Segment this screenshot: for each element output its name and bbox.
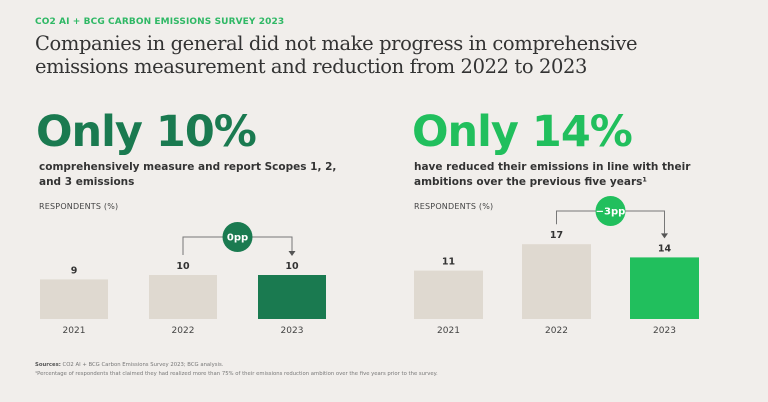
footnote: ¹Percentage of respondents that claimed … (35, 371, 438, 377)
bar-2023 (258, 275, 326, 319)
page-title: Companies in general did not make progre… (35, 32, 638, 78)
bar-2021 (40, 279, 108, 319)
value-label-2021: 11 (442, 257, 455, 268)
left-headline: Only 10% (36, 107, 257, 157)
sources-label: Sources: (35, 362, 61, 368)
value-label-2022: 10 (176, 261, 190, 272)
category-label-2022: 2022 (545, 326, 568, 336)
sources-text: CO2 AI + BCG Carbon Emissions Survey 202… (62, 362, 224, 368)
category-label-2022: 2022 (172, 326, 195, 336)
value-label-2021: 9 (71, 265, 78, 276)
category-label-2021: 2021 (437, 326, 460, 336)
right-axis-label: RESPONDENTS (%) (414, 202, 494, 211)
bar-2022 (149, 275, 217, 319)
value-label-2022: 17 (550, 230, 563, 241)
sources-note: Sources: CO2 AI + BCG Carbon Emissions S… (35, 361, 438, 379)
bar-2021 (414, 270, 483, 319)
category-label-2023: 2023 (281, 326, 304, 336)
right-headline: Only 14% (412, 107, 633, 157)
change-badge (222, 222, 253, 252)
left-description: comprehensively measure and report Scope… (39, 161, 337, 188)
value-label-2023: 14 (658, 243, 672, 254)
change-badge-label: −3pp (596, 207, 626, 218)
arrow-down-icon (288, 251, 296, 256)
bar-2022 (522, 244, 591, 319)
category-label-2021: 2021 (63, 326, 86, 336)
left-axis-label: RESPONDENTS (%) (39, 202, 119, 211)
category-label-2023: 2023 (653, 326, 676, 336)
value-label-2023: 10 (285, 261, 299, 272)
arrow-down-icon (661, 233, 668, 239)
survey-kicker: CO2 AI + BCG CARBON EMISSIONS SURVEY 202… (35, 17, 285, 27)
right-description: have reduced their emissions in line wit… (414, 161, 691, 188)
change-badge-label: 0pp (227, 233, 248, 244)
change-badge (595, 196, 626, 226)
bar-2023 (630, 257, 699, 319)
